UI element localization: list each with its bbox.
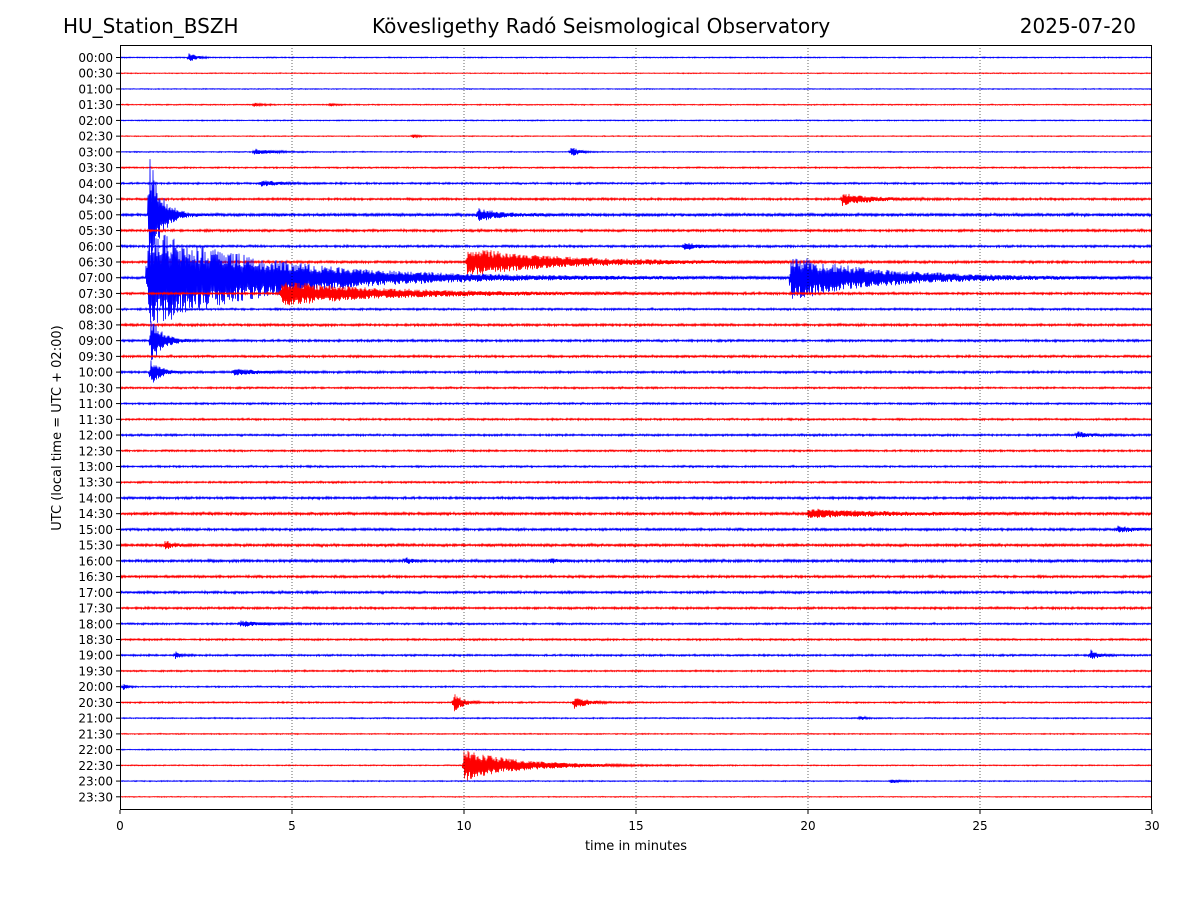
y-tick-label: 18:30: [78, 633, 113, 647]
grid-group: [291, 45, 981, 810]
y-tick-label: 23:00: [78, 775, 113, 789]
chart-title: Kövesligethy Radó Seismological Observat…: [372, 14, 831, 38]
trace-row-1600: [119, 557, 1153, 564]
trace-row-0600: [119, 243, 1153, 250]
x-tick-label: 25: [972, 819, 987, 833]
trace-row-1000: [119, 360, 1153, 383]
y-tick-label: 00:30: [78, 67, 113, 81]
y-tick-label: 02:30: [78, 130, 113, 144]
y-tick-label: 04:30: [78, 193, 113, 207]
trace-row-0100: [119, 87, 1153, 91]
trace-row-1330: [119, 479, 1153, 485]
trace-row-2330: [119, 795, 1153, 799]
trace-row-1200: [119, 431, 1153, 439]
x-tick-label: 0: [116, 819, 124, 833]
trace-row-0330: [119, 165, 1153, 170]
y-tick-label: 14:00: [78, 491, 113, 505]
trace-row-0900: [119, 321, 1153, 361]
trace-row-2100: [119, 715, 1153, 721]
y-tick-label: 03:00: [78, 145, 113, 159]
y-tick-label: 13:30: [78, 476, 113, 490]
y-tick-label: 21:00: [78, 712, 113, 726]
trace-row-1800: [119, 620, 1153, 627]
y-tick-label: 16:30: [78, 570, 113, 584]
y-tick-label: 01:00: [78, 82, 113, 96]
y-tick-label: 09:00: [78, 334, 113, 348]
y-tick-label: 13:00: [78, 460, 113, 474]
y-tick-label: 05:00: [78, 208, 113, 222]
trace-row-1930: [119, 668, 1153, 674]
y-tick-label: 14:30: [78, 507, 113, 521]
trace-row-1130: [119, 416, 1153, 422]
x-tick-label: 5: [288, 819, 296, 833]
y-axis-label: UTC (local time = UTC + 02:00): [50, 325, 65, 530]
y-tick-label: 15:00: [78, 523, 113, 537]
x-tick-label: 15: [628, 819, 643, 833]
trace-row-0300: [119, 147, 1153, 156]
y-tick-label: 02:00: [78, 114, 113, 128]
trace-row-1530: [119, 540, 1153, 550]
x-tick-label: 30: [1144, 819, 1159, 833]
y-tick-label: 08:00: [78, 303, 113, 317]
y-tick-label: 05:30: [78, 224, 113, 238]
y-tick-label: 06:30: [78, 255, 113, 269]
plot-frame: [120, 45, 1152, 810]
traces-group: [119, 53, 1153, 799]
y-tick-label: 20:00: [78, 680, 113, 694]
y-tick-label: 19:30: [78, 664, 113, 678]
y-tick-label: 11:00: [78, 397, 113, 411]
y-tick-label: 12:30: [78, 444, 113, 458]
y-tick-label: 16:00: [78, 554, 113, 568]
x-tick-label: 20: [800, 819, 815, 833]
y-tick-label: 07:00: [78, 271, 113, 285]
y-tick-label: 22:30: [78, 759, 113, 773]
y-tick-label: 18:00: [78, 617, 113, 631]
trace-row-0130: [119, 102, 1153, 108]
station-name: HU_Station_BSZH: [63, 14, 239, 38]
y-tick-label: 10:30: [78, 381, 113, 395]
trace-row-2000: [119, 684, 1153, 690]
y-tick-label: 07:30: [78, 287, 113, 301]
x-axis-label: time in minutes: [585, 839, 687, 854]
y-tick-label: 11:30: [78, 413, 113, 427]
y-tick-label: 00:00: [78, 51, 113, 65]
trace-row-2200: [119, 748, 1153, 752]
trace-row-2130: [119, 732, 1153, 736]
y-tick-label: 23:30: [78, 790, 113, 804]
trace-row-0930: [119, 353, 1153, 359]
chart-date: 2025-07-20: [1019, 14, 1136, 38]
y-tick-label: 12:00: [78, 429, 113, 443]
y-tick-label: 01:30: [78, 98, 113, 112]
y-tick-label: 04:00: [78, 177, 113, 191]
trace-row-1400: [119, 495, 1153, 501]
y-tick-label: 22:00: [78, 743, 113, 757]
y-tick-label: 20:30: [78, 696, 113, 710]
y-tick-label: 15:30: [78, 539, 113, 553]
y-tick-label: 09:30: [78, 350, 113, 364]
trace-row-1730: [119, 605, 1153, 611]
y-tick-label: 10:00: [78, 366, 113, 380]
y-tick-label: 19:00: [78, 649, 113, 663]
y-tick-label: 21:30: [78, 727, 113, 741]
y-tick-label: 17:00: [78, 586, 113, 600]
trace-row-0800: [119, 306, 1153, 312]
x-tick-labels: 0 5 10 15 20 25 30: [116, 810, 1160, 833]
y-tick-label: 17:30: [78, 602, 113, 616]
y-tick-label: 08:30: [78, 318, 113, 332]
trace-row-0530: [119, 227, 1153, 234]
x-tick-label: 10: [456, 819, 471, 833]
y-tick-label: 03:30: [78, 161, 113, 175]
y-tick-label: 06:00: [78, 240, 113, 254]
